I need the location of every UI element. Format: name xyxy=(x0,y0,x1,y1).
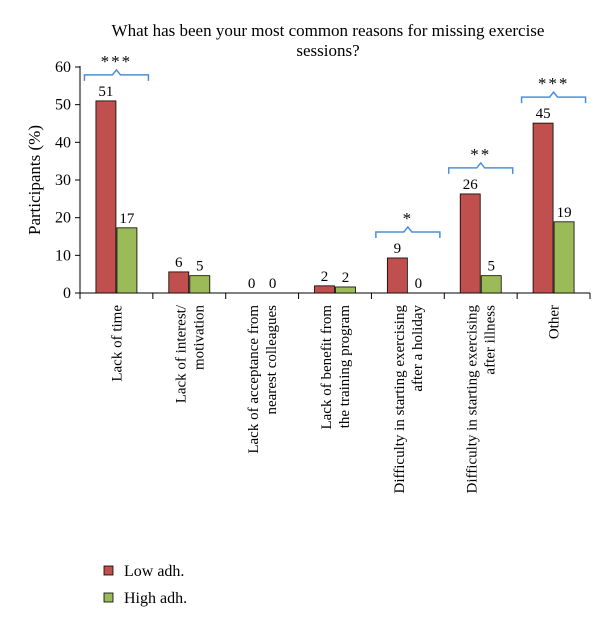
significance-bracket xyxy=(83,68,150,81)
y-tick-label: 0 xyxy=(63,285,71,302)
legend-swatch-high-adh xyxy=(103,592,114,603)
category-label: Lack of interest/ xyxy=(173,304,189,403)
significance-bracket xyxy=(447,161,514,174)
category-label: Lack of acceptance from xyxy=(246,305,262,454)
value-label: 6 xyxy=(175,255,183,271)
value-label: 5 xyxy=(487,259,495,275)
y-axis-label: Participants (%) xyxy=(25,125,44,235)
bar-high-adh xyxy=(553,221,575,294)
value-label: 0 xyxy=(269,276,277,292)
y-tick-label: 20 xyxy=(55,210,71,227)
bar-low-adh xyxy=(532,122,554,294)
y-tick-label: 30 xyxy=(55,172,71,189)
significance-brackets: ********* xyxy=(83,52,587,238)
category-label: Difficulty in starting exercising xyxy=(465,305,481,494)
value-label: 19 xyxy=(557,205,572,221)
chart-title-line: sessions? xyxy=(296,41,359,60)
value-label: 0 xyxy=(415,276,423,292)
significance-stars: *** xyxy=(101,52,133,71)
bar-high-adh xyxy=(480,275,502,294)
value-label: 2 xyxy=(321,269,329,285)
value-label: 9 xyxy=(394,241,402,257)
category-label: after illness xyxy=(483,305,499,375)
value-label: 51 xyxy=(98,84,113,100)
bar-low-adh xyxy=(314,285,335,294)
significance-stars: *** xyxy=(538,74,570,93)
legend-label-high-adh: High adh. xyxy=(124,590,187,607)
legend-swatch-low-adh xyxy=(103,565,114,576)
value-label: 45 xyxy=(536,106,551,122)
category-label: Difficulty in starting exercising xyxy=(392,305,408,494)
y-tick-label: 10 xyxy=(55,247,71,264)
bar-high-adh xyxy=(335,286,356,294)
value-label: 5 xyxy=(196,259,204,275)
category-label: Lack of benefit from xyxy=(319,305,335,430)
bar-low-adh xyxy=(95,100,117,294)
category-labels: Lack of time Lack of interest/motivation L… xyxy=(109,304,562,493)
category-label: Other xyxy=(547,305,563,339)
legend: Low adh. High adh. xyxy=(103,563,187,607)
category-label: the training program xyxy=(337,305,353,429)
value-label: 17 xyxy=(119,211,135,227)
chart-title: What has been your most common reasons f… xyxy=(112,21,545,60)
bar-high-adh xyxy=(116,227,138,294)
y-tick-label: 60 xyxy=(55,59,71,76)
chart-title-line: What has been your most common reasons f… xyxy=(112,21,545,40)
bar-low-adh xyxy=(168,271,190,294)
significance-bracket xyxy=(520,90,587,104)
category-label: after a holiday xyxy=(410,305,426,392)
bar-low-adh xyxy=(386,257,408,294)
value-label: 0 xyxy=(248,276,256,292)
y-tick-label: 50 xyxy=(55,97,71,114)
bar-low-adh xyxy=(459,193,481,294)
value-label: 2 xyxy=(342,270,350,286)
bar-high-adh xyxy=(189,275,211,294)
legend-label-low-adh: Low adh. xyxy=(124,563,184,580)
value-label: 26 xyxy=(463,177,479,193)
significance-stars: * xyxy=(403,209,414,228)
y-tick-label: 40 xyxy=(55,134,71,151)
significance-stars: ** xyxy=(470,145,491,164)
category-label: Lack of time xyxy=(109,305,125,382)
bars xyxy=(95,100,575,294)
significance-bracket xyxy=(375,225,441,238)
category-label: motivation xyxy=(191,305,207,370)
category-label: nearest colleagues xyxy=(264,305,280,415)
